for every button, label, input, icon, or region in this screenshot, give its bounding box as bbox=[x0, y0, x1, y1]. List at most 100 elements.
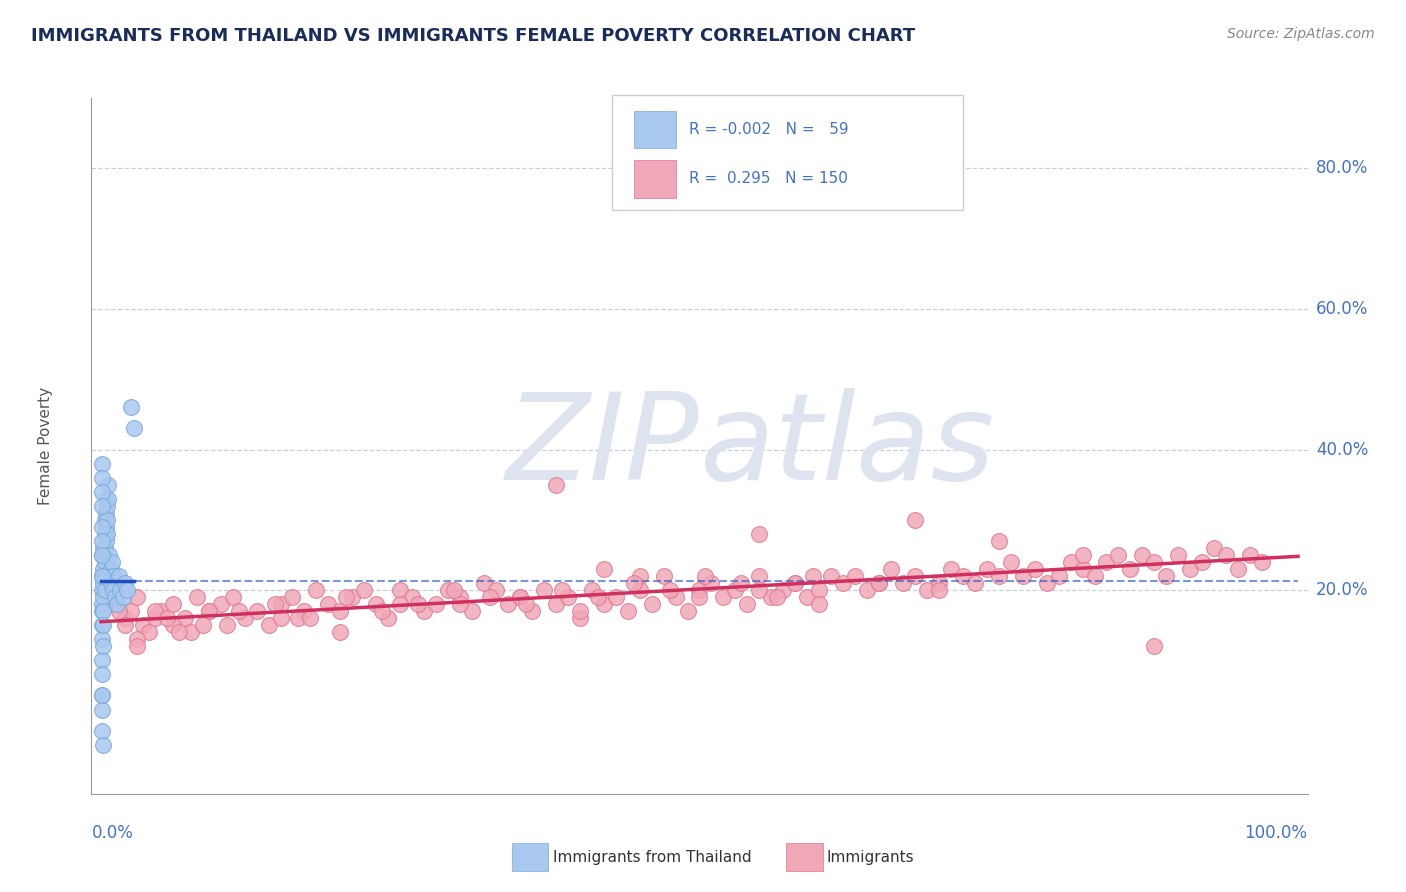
Point bbox=[820, 569, 842, 583]
Point bbox=[592, 562, 614, 576]
Point bbox=[1083, 569, 1105, 583]
Point bbox=[544, 477, 567, 491]
Point bbox=[180, 625, 202, 640]
Point bbox=[520, 604, 543, 618]
Point bbox=[479, 590, 502, 604]
Point bbox=[245, 604, 267, 618]
Point bbox=[91, 520, 114, 534]
Point bbox=[209, 597, 232, 611]
Point bbox=[125, 590, 148, 604]
Point bbox=[162, 618, 184, 632]
Point bbox=[880, 562, 903, 576]
Point bbox=[808, 583, 831, 598]
Point bbox=[173, 611, 195, 625]
Point bbox=[1143, 640, 1166, 654]
Point bbox=[623, 576, 645, 591]
Text: ZIP: ZIP bbox=[506, 387, 699, 505]
Point bbox=[844, 569, 866, 583]
Point bbox=[939, 562, 962, 576]
Point bbox=[1024, 562, 1046, 576]
Point bbox=[509, 590, 531, 604]
Point bbox=[132, 618, 155, 632]
Point bbox=[101, 597, 124, 611]
Point bbox=[91, 569, 114, 583]
Point bbox=[299, 611, 322, 625]
Point bbox=[737, 597, 759, 611]
Point bbox=[270, 597, 292, 611]
Point bbox=[100, 562, 122, 576]
Text: 80.0%: 80.0% bbox=[1316, 160, 1368, 178]
Point bbox=[425, 597, 447, 611]
Point bbox=[1215, 548, 1237, 562]
Point bbox=[101, 569, 124, 583]
Point bbox=[568, 611, 591, 625]
Point bbox=[724, 583, 747, 598]
Point bbox=[93, 562, 115, 576]
Text: 60.0%: 60.0% bbox=[1316, 300, 1368, 318]
Point bbox=[93, 604, 115, 618]
Point bbox=[91, 484, 114, 499]
Point bbox=[91, 569, 114, 583]
Text: Immigrants: Immigrants bbox=[827, 850, 914, 864]
Point bbox=[544, 597, 567, 611]
Point bbox=[1132, 548, 1154, 562]
Point bbox=[586, 590, 609, 604]
Point bbox=[91, 533, 114, 548]
Text: R =  0.295   N = 150: R = 0.295 N = 150 bbox=[689, 171, 848, 186]
Point bbox=[108, 569, 131, 583]
Point bbox=[377, 611, 399, 625]
Point bbox=[93, 640, 115, 654]
Point bbox=[628, 569, 651, 583]
Point bbox=[93, 576, 115, 591]
Point bbox=[891, 576, 914, 591]
Point bbox=[461, 604, 484, 618]
Point bbox=[94, 533, 117, 548]
Point bbox=[318, 597, 340, 611]
Point bbox=[928, 576, 950, 591]
Point bbox=[120, 401, 142, 415]
Text: 0.0%: 0.0% bbox=[91, 824, 134, 842]
Point bbox=[509, 590, 531, 604]
Point bbox=[1119, 562, 1142, 576]
Point bbox=[342, 590, 364, 604]
Point bbox=[91, 667, 114, 681]
Point bbox=[1180, 562, 1202, 576]
Point bbox=[688, 583, 710, 598]
Point bbox=[963, 576, 986, 591]
Point bbox=[270, 611, 292, 625]
Point bbox=[987, 569, 1010, 583]
Point bbox=[485, 583, 508, 598]
Point bbox=[191, 618, 214, 632]
Point bbox=[856, 583, 879, 598]
Point bbox=[533, 583, 555, 598]
Point bbox=[371, 604, 394, 618]
Point bbox=[472, 576, 495, 591]
Point bbox=[91, 702, 114, 716]
Point bbox=[329, 625, 352, 640]
Point bbox=[197, 604, 219, 618]
Point bbox=[1000, 555, 1022, 569]
Point bbox=[156, 611, 179, 625]
Point bbox=[1035, 576, 1057, 591]
Point bbox=[100, 555, 122, 569]
Point bbox=[91, 548, 114, 562]
Text: Source: ZipAtlas.com: Source: ZipAtlas.com bbox=[1227, 27, 1375, 41]
Point bbox=[868, 576, 890, 591]
Point bbox=[167, 625, 190, 640]
Point bbox=[108, 604, 131, 618]
Point bbox=[93, 583, 115, 598]
Point bbox=[114, 618, 136, 632]
Text: 100.0%: 100.0% bbox=[1244, 824, 1308, 842]
Text: 40.0%: 40.0% bbox=[1316, 441, 1368, 458]
Point bbox=[215, 618, 238, 632]
Point bbox=[143, 611, 166, 625]
Point bbox=[124, 421, 146, 435]
Point bbox=[100, 576, 122, 591]
Point bbox=[437, 583, 460, 598]
Point bbox=[1047, 569, 1070, 583]
Point bbox=[93, 541, 115, 555]
Point bbox=[628, 583, 651, 598]
Point bbox=[785, 576, 807, 591]
Point bbox=[94, 506, 117, 520]
Point bbox=[557, 590, 579, 604]
